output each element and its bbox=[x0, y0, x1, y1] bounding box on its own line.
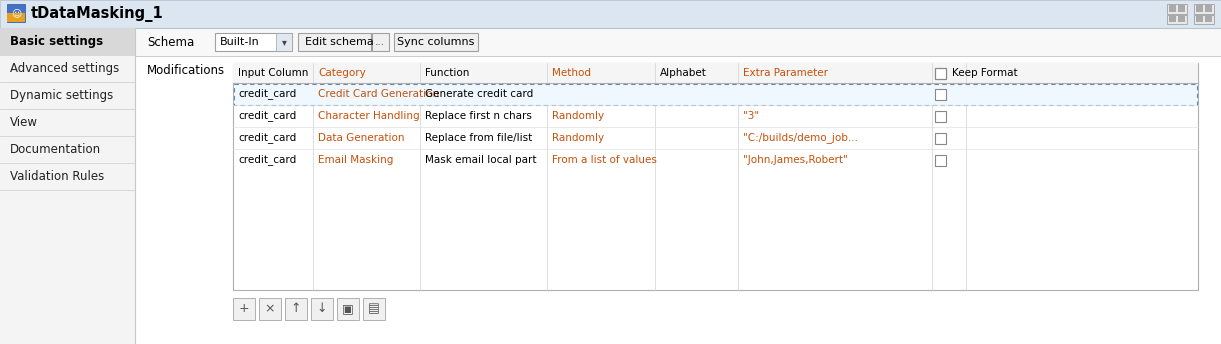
Text: Category: Category bbox=[317, 68, 366, 78]
Bar bbox=[233, 298, 255, 320]
Bar bbox=[372, 33, 389, 51]
Bar bbox=[311, 298, 333, 320]
Text: Function: Function bbox=[425, 68, 469, 78]
Bar bbox=[276, 33, 292, 51]
Bar bbox=[215, 33, 292, 51]
Bar bbox=[1197, 16, 1203, 22]
Bar bbox=[394, 33, 477, 51]
Text: "John,James,Robert": "John,James,Robert" bbox=[744, 155, 847, 165]
Text: Replace first n chars: Replace first n chars bbox=[425, 111, 532, 121]
Text: Keep Format: Keep Format bbox=[952, 68, 1017, 78]
Bar bbox=[0, 28, 136, 55]
Text: ▣: ▣ bbox=[342, 302, 354, 315]
Bar bbox=[1168, 16, 1176, 22]
Text: Modifications: Modifications bbox=[147, 64, 225, 76]
Bar bbox=[234, 84, 1197, 105]
Bar bbox=[363, 298, 385, 320]
Text: Randomly: Randomly bbox=[552, 111, 604, 121]
Bar bbox=[1205, 16, 1212, 22]
Bar bbox=[1168, 5, 1176, 12]
Text: Alphabet: Alphabet bbox=[661, 68, 707, 78]
Text: Validation Rules: Validation Rules bbox=[10, 170, 104, 183]
Text: Advanced settings: Advanced settings bbox=[10, 62, 120, 75]
Bar bbox=[935, 154, 946, 165]
Bar bbox=[259, 298, 281, 320]
Text: ↓: ↓ bbox=[316, 302, 327, 315]
Bar bbox=[0, 0, 1221, 28]
Text: Extra Parameter: Extra Parameter bbox=[744, 68, 828, 78]
Bar bbox=[1194, 15, 1214, 24]
Bar bbox=[935, 110, 946, 121]
Bar bbox=[7, 4, 24, 22]
Text: Documentation: Documentation bbox=[10, 143, 101, 156]
Text: Email Masking: Email Masking bbox=[317, 155, 393, 165]
Text: tDataMasking_1: tDataMasking_1 bbox=[31, 6, 164, 22]
Text: Basic settings: Basic settings bbox=[10, 35, 103, 48]
Bar bbox=[233, 63, 1198, 83]
Text: credit_card: credit_card bbox=[238, 132, 297, 143]
Text: ×: × bbox=[265, 302, 275, 315]
Bar bbox=[136, 28, 1221, 56]
Text: ...: ... bbox=[375, 37, 385, 47]
Bar bbox=[935, 88, 946, 99]
Bar bbox=[1178, 16, 1186, 22]
Text: ▤: ▤ bbox=[368, 302, 380, 315]
Text: +: + bbox=[238, 302, 249, 315]
Text: Replace from file/list: Replace from file/list bbox=[425, 133, 532, 143]
Text: Generate credit card: Generate credit card bbox=[425, 89, 534, 99]
Bar bbox=[1167, 4, 1187, 14]
Bar bbox=[337, 298, 359, 320]
Text: "3": "3" bbox=[744, 111, 759, 121]
Text: credit_card: credit_card bbox=[238, 110, 297, 121]
Text: Data Generation: Data Generation bbox=[317, 133, 404, 143]
Bar bbox=[1167, 15, 1187, 24]
Text: Built-In: Built-In bbox=[220, 37, 260, 47]
Text: From a list of values: From a list of values bbox=[552, 155, 657, 165]
Text: credit_card: credit_card bbox=[238, 154, 297, 165]
Bar bbox=[935, 132, 946, 143]
Bar bbox=[233, 63, 1198, 290]
Text: Method: Method bbox=[552, 68, 591, 78]
Text: Sync columns: Sync columns bbox=[397, 37, 475, 47]
Bar bbox=[935, 68, 946, 79]
Text: ☺: ☺ bbox=[11, 8, 21, 18]
Bar bbox=[298, 33, 371, 51]
Text: Credit Card Generation: Credit Card Generation bbox=[317, 89, 440, 99]
Text: Edit schema: Edit schema bbox=[305, 37, 374, 47]
Text: Character Handling: Character Handling bbox=[317, 111, 420, 121]
Bar bbox=[1197, 5, 1203, 12]
Text: Schema: Schema bbox=[147, 35, 194, 49]
Text: credit_card: credit_card bbox=[238, 88, 297, 99]
Text: Mask email local part: Mask email local part bbox=[425, 155, 536, 165]
Text: Dynamic settings: Dynamic settings bbox=[10, 89, 114, 102]
Bar bbox=[0, 28, 136, 344]
Text: Input Column: Input Column bbox=[238, 68, 309, 78]
Bar bbox=[1194, 4, 1214, 14]
Text: "C:/builds/demo_job...: "C:/builds/demo_job... bbox=[744, 132, 858, 143]
Bar bbox=[1178, 5, 1186, 12]
Text: ▾: ▾ bbox=[282, 37, 287, 47]
Text: Randomly: Randomly bbox=[552, 133, 604, 143]
Bar bbox=[1205, 5, 1212, 12]
Bar bbox=[284, 298, 306, 320]
Text: View: View bbox=[10, 116, 38, 129]
Text: ↑: ↑ bbox=[291, 302, 302, 315]
Bar bbox=[7, 13, 24, 22]
